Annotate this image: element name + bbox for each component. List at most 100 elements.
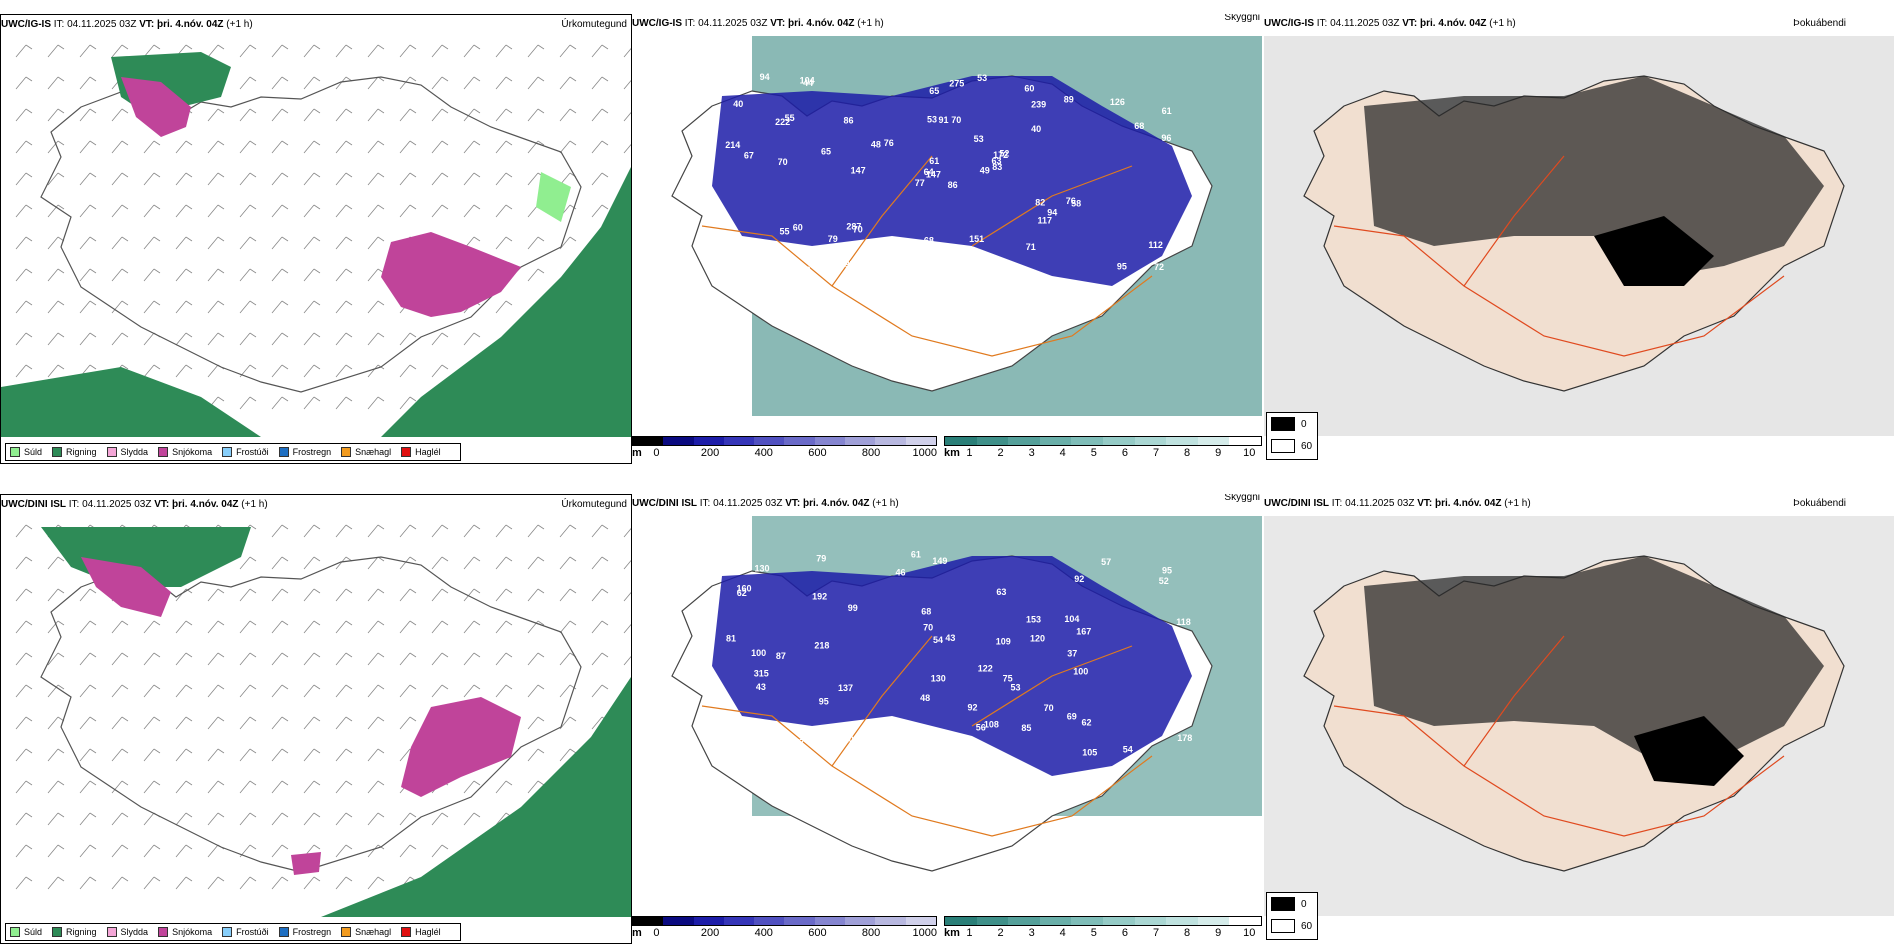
cloud-base-label: 153 (1026, 614, 1041, 624)
colorbar-segment (784, 437, 815, 445)
wind-barb (623, 47, 631, 58)
wind-barb (239, 140, 257, 154)
panel-header: UWC/IG-IS IT: 04.11.2025 03Z VT: þri. 4.… (1, 15, 631, 35)
wind-barb (15, 844, 33, 858)
colorbar-segment (945, 437, 977, 445)
cloud-base-label: 239 (1031, 100, 1046, 110)
wind-barb (271, 76, 289, 90)
colorbar-segment (633, 917, 664, 925)
cloud-base-label: 137 (838, 683, 853, 693)
wind-barb (335, 588, 353, 602)
wind-barb (431, 204, 449, 218)
legend-swatch (52, 927, 63, 937)
cloud-base-label: 79 (816, 553, 826, 563)
wind-barb (303, 748, 321, 762)
wind-barb (175, 364, 193, 378)
wind-barb (175, 716, 193, 730)
cloud-base-label: 54 (933, 635, 943, 645)
legend-swatch (222, 927, 233, 937)
panel-title: Skyggni (1224, 14, 1260, 23)
legend-label: Frostúði (236, 447, 269, 457)
wind-barb (463, 172, 481, 186)
colorbar-tick: 10 (1243, 447, 1256, 459)
wind-barb (431, 684, 449, 698)
colorbar-tick: 3 (1028, 447, 1035, 459)
cloud-base-label: 106 (844, 734, 859, 744)
cloud-base-label: 70 (923, 622, 933, 632)
wind-barb (399, 716, 417, 730)
cloud-base-label: 192 (812, 592, 827, 602)
wind-barb (239, 780, 257, 794)
cloud-base-label: 40 (733, 99, 743, 109)
wind-barb (463, 332, 481, 346)
wind-barb (239, 652, 257, 666)
fog-indicator-panel-row1: UWC/IG-IS IT: 04.11.2025 03Z VT: þri. 4.… (1264, 14, 1900, 464)
legend-label: 60 (1301, 440, 1313, 452)
colorbar-segment (1008, 437, 1040, 445)
model-name: UWC/IG-IS (632, 18, 682, 29)
visibility-ticks: 1 2 3 4 5 6 7 8 9 10 (944, 926, 1262, 940)
cloud-base-label: 218 (814, 640, 829, 650)
wind-barb (271, 876, 289, 890)
wind-barb (495, 556, 513, 570)
wind-barb (271, 268, 289, 282)
low-cloud-region (712, 556, 1192, 776)
cloud-base-label: 83 (992, 162, 1002, 172)
wind-barb (495, 76, 513, 90)
colorbar-tick: 9 (1215, 927, 1222, 939)
legend-item: 60 (1267, 915, 1317, 937)
wind-barb (431, 620, 449, 634)
cloud-base-label: 95 (1162, 565, 1172, 575)
wind-barb (15, 716, 33, 730)
wind-barb (463, 76, 481, 90)
wind-barb (271, 716, 289, 730)
wind-barb (559, 76, 577, 90)
wind-barb (15, 204, 33, 218)
colorbar-segment (875, 437, 906, 445)
cloud-base-strip (632, 916, 937, 926)
wind-barb (335, 684, 353, 698)
colorbar-segment (976, 437, 1009, 445)
wind-barb (111, 268, 129, 282)
wind-barb (15, 108, 33, 122)
wind-barb (527, 268, 545, 282)
wind-barb (207, 652, 225, 666)
wind-barb (559, 140, 577, 154)
wind-barb (303, 876, 321, 890)
cloud-base-label: 52 (999, 148, 1009, 158)
colorbar-segment (754, 437, 785, 445)
panel-header: UWC/IG-IS IT: 04.11.2025 03Z VT: þri. 4.… (1264, 14, 1900, 34)
wind-barb (399, 652, 417, 666)
wind-barb (399, 364, 417, 378)
cloud-base-label: 315 (754, 669, 769, 679)
cloud-base-label: 62 (1082, 717, 1092, 727)
legend-label: Frostregn (292, 447, 332, 457)
cloud-base-label: 76 (884, 138, 894, 148)
wind-barb (143, 780, 161, 794)
cloud-base-label: 86 (844, 115, 854, 125)
colorbar-segment (1071, 917, 1103, 925)
cloud-base-colorbar: 0 200 400 600 800 1000 m (632, 916, 937, 944)
wind-barb (239, 876, 257, 890)
cloud-base-label: 82 (1035, 197, 1045, 207)
wind-barb (559, 716, 577, 730)
it-label: IT: (1316, 18, 1328, 29)
colorbar-segment (1166, 437, 1198, 445)
wind-barb (111, 716, 129, 730)
snow-region-southwest (291, 852, 321, 875)
cloud-base-label: 56 (976, 723, 986, 733)
wind-barb (47, 108, 65, 122)
wind-barb (207, 684, 225, 698)
wind-barb (143, 876, 161, 890)
cloud-base-label: 100 (1073, 667, 1088, 677)
cloud-base-label: 91 (939, 115, 949, 125)
wind-barb (79, 876, 97, 890)
wind-barb (175, 236, 193, 250)
cloud-base-label: 126 (1110, 97, 1125, 107)
wind-barb (399, 172, 417, 186)
wind-barb (207, 588, 225, 602)
legend-swatch (401, 447, 412, 457)
panel-title: Úrkomutegund (561, 19, 627, 30)
legend-swatch (1271, 439, 1295, 453)
wind-barb (303, 396, 321, 410)
